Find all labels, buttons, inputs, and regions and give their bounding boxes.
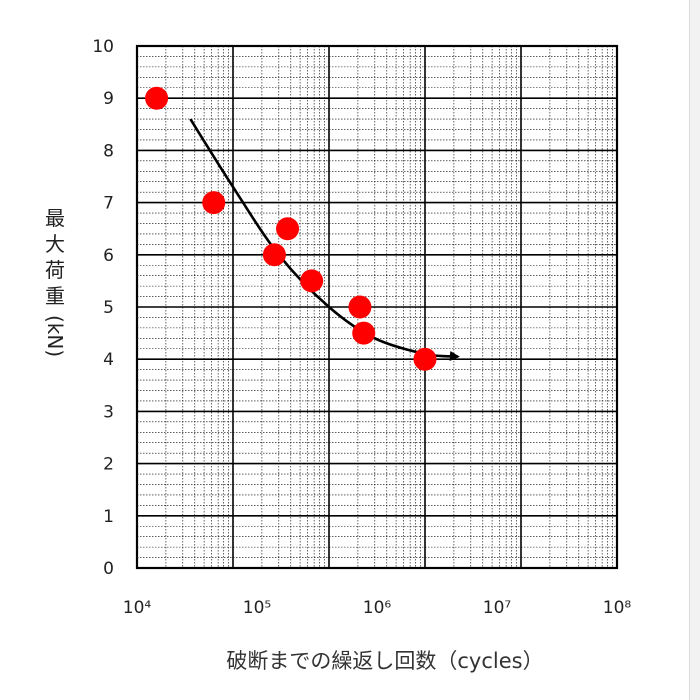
data-point xyxy=(352,321,376,345)
x-tick-label: 10⁷ xyxy=(483,598,512,618)
y-tick-label: 8 xyxy=(103,141,114,161)
data-points xyxy=(145,86,437,371)
grid xyxy=(137,46,617,568)
y-tick-label: 1 xyxy=(103,507,114,527)
x-tick-label: 10⁵ xyxy=(243,598,271,618)
y-tick-label: 0 xyxy=(103,559,114,579)
data-point xyxy=(348,295,372,319)
y-tick-label: 10 xyxy=(92,37,114,57)
y-axis-label: 最大荷重 (kN) xyxy=(40,205,70,358)
y-tick-label: 7 xyxy=(103,194,114,214)
x-tick-label: 10⁶ xyxy=(363,598,392,618)
data-point xyxy=(413,347,437,371)
y-tick-label: 9 xyxy=(103,89,114,109)
plot-border xyxy=(135,44,619,570)
data-point xyxy=(300,269,324,293)
y-axis-label-unit: (kN) xyxy=(43,315,67,358)
data-point xyxy=(202,191,226,215)
plot-frame xyxy=(135,44,619,570)
y-tick-label: 3 xyxy=(103,402,114,422)
x-tick-label: 10⁸ xyxy=(603,598,632,618)
x-tick-label: 10⁴ xyxy=(123,598,152,618)
y-tick-label: 5 xyxy=(103,298,114,318)
y-tick-labels: 0 1 2 3 4 5 6 7 8 9 10 xyxy=(92,37,114,579)
right-edge-bar xyxy=(689,0,700,700)
y-tick-label: 6 xyxy=(103,246,114,266)
y-tick-label: 2 xyxy=(103,455,114,475)
y-axis-label-main: 最大荷重 xyxy=(45,206,65,308)
y-tick-label: 4 xyxy=(103,350,114,370)
data-point xyxy=(262,243,286,267)
data-point xyxy=(145,86,169,110)
x-tick-labels: 10⁴ 10⁵ 10⁶ 10⁷ 10⁸ xyxy=(123,598,632,618)
data-point xyxy=(276,217,300,241)
x-axis-label: 破断までの繰返し回数（cycles） xyxy=(226,649,544,673)
